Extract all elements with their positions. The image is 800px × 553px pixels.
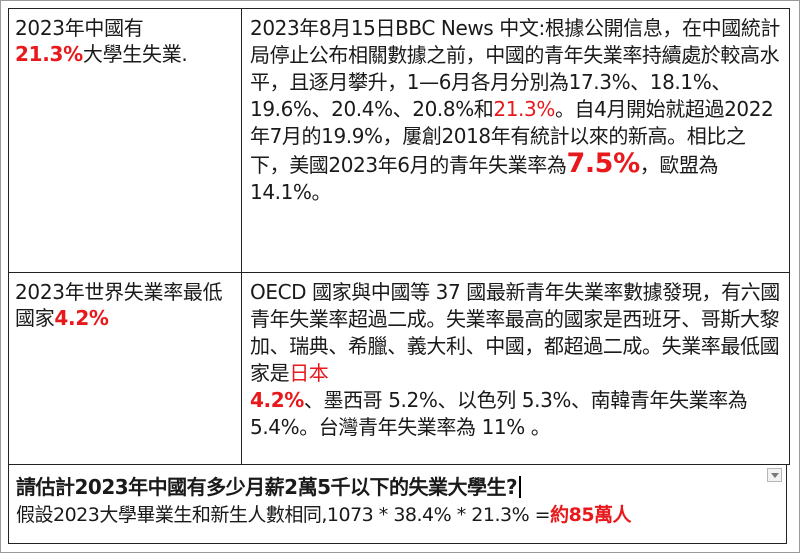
- answer-line: 假設2023大學畢業生和新生人數相同,1073 * 38.4% * 21.3% …: [16, 501, 778, 529]
- row1-right-cell: 2023年8月15日BBC News 中文:根據公開信息，在中國統計局停止公布相…: [241, 8, 790, 273]
- row1-text-3: ，歐盟為14.1%。: [250, 153, 719, 204]
- question-line[interactable]: 請估計2023年中國有多少月薪2萬5千以下的失業大學生?: [16, 473, 778, 501]
- row1-label-suffix: 大學生失業.: [82, 42, 188, 66]
- answer-result: 約85萬人: [550, 504, 632, 526]
- row1-paragraph: 2023年8月15日BBC News 中文:根據公開信息，在中國統計局停止公布相…: [242, 9, 789, 206]
- row1-text-2: 。自4月開始就超過2022年7月的19.9%，屢創2018年有統計以來的新高。相…: [250, 97, 774, 177]
- table-row: 2023年世界失業率最低國家4.2% OECD 國家與中國等 37 國最新青年失…: [8, 272, 790, 465]
- row2-highlight-country: 日本: [289, 361, 329, 385]
- question-box[interactable]: 請估計2023年中國有多少月薪2萬5千以下的失業大學生? 假設2023大學畢業生…: [8, 464, 787, 544]
- row2-label-text: 2023年世界失業率最低國家: [15, 280, 223, 330]
- row2-label: 2023年世界失業率最低國家4.2%: [9, 273, 241, 331]
- row2-right-cell: OECD 國家與中國等 37 國最新青年失業率數據發現，有六國青年失業率超過二成…: [241, 272, 790, 465]
- data-table: 2023年中國有 21.3%大學生失業. 2023年8月15日BBC News 中…: [8, 8, 790, 465]
- row2-paragraph: OECD 國家與中國等 37 國最新青年失業率數據發現，有六國青年失業率超過二成…: [242, 273, 789, 441]
- row2-label-rate: 4.2%: [54, 306, 109, 330]
- row2-left-cell: 2023年世界失業率最低國家4.2%: [8, 272, 242, 465]
- row1-text-1: 2023年8月15日BBC News 中文:根據公開信息，在中國統計局停止公布相…: [250, 16, 781, 121]
- row2-highlight-rate: 4.2%: [250, 388, 304, 412]
- row1-left-cell: 2023年中國有 21.3%大學生失業.: [8, 8, 242, 273]
- row2-text-2: 、墨西哥 5.2%、以色列 5.3%、南韓青年失業率為 5.4%。台灣青年失業率…: [250, 388, 748, 439]
- row1-label: 2023年中國有 21.3%大學生失業.: [9, 9, 241, 67]
- row1-label-rate: 21.3%: [15, 42, 83, 66]
- row1-label-text: 2023年中國有: [15, 16, 144, 40]
- answer-prefix: 假設2023大學畢業生和新生人數相同,1073 * 38.4% * 21.3% …: [16, 504, 551, 526]
- text-cursor: [519, 476, 522, 498]
- row1-highlight-rate: 21.3%: [493, 97, 555, 121]
- dropdown-arrow-icon[interactable]: [767, 468, 782, 482]
- table-row: 2023年中國有 21.3%大學生失業. 2023年8月15日BBC News 中…: [8, 8, 790, 273]
- row2-text-1: OECD 國家與中國等 37 國最新青年失業率數據發現，有六國青年失業率超過二成…: [250, 280, 780, 385]
- row1-highlight-us-rate: 7.5%: [566, 148, 640, 179]
- question-text: 請估計2023年中國有多少月薪2萬5千以下的失業大學生?: [16, 475, 518, 499]
